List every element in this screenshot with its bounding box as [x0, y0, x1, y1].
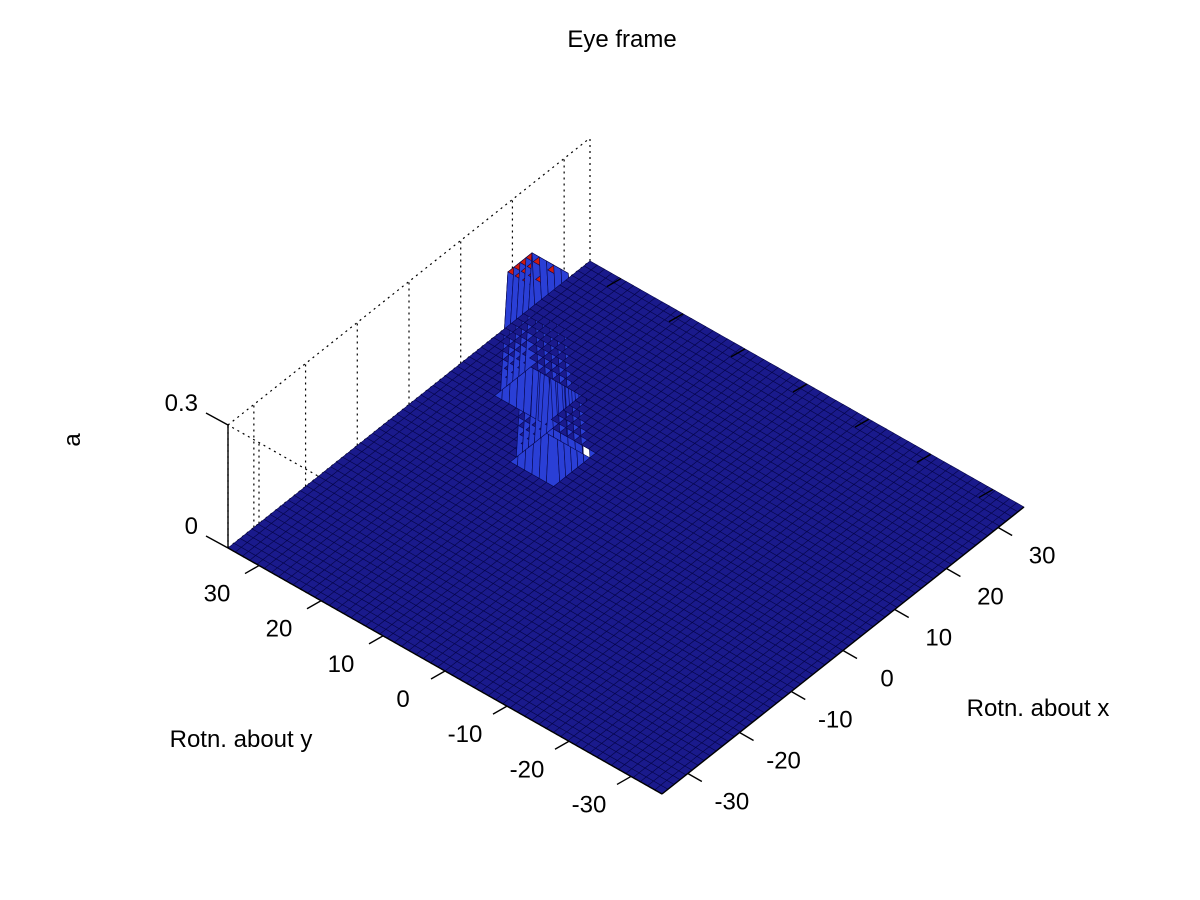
y-tick-mark [368, 635, 384, 645]
y-tick-mark [430, 670, 446, 680]
y-tick-mark [978, 488, 994, 499]
y-tick-label: 20 [266, 616, 293, 643]
z-tick-label: 0.3 [165, 390, 198, 417]
x-tick-mark [894, 608, 910, 619]
y-tick-mark [306, 600, 322, 610]
x-tick-label: 10 [925, 625, 952, 652]
axes [205, 277, 1025, 795]
z-axis-label: a [59, 433, 86, 447]
y-tick-mark [244, 564, 260, 575]
x-tick-label: 20 [977, 584, 1004, 611]
chart-title: Eye frame [567, 26, 676, 53]
z-tick-mark [205, 535, 229, 549]
x-axis-label: Rotn. about x [967, 695, 1110, 722]
y-tick-mark [606, 277, 622, 288]
z-tick-label: 0 [185, 513, 198, 540]
y-tick-mark [554, 740, 570, 750]
x-tick-mark [687, 772, 703, 783]
y-tick-mark [730, 348, 746, 358]
y-tick-mark [916, 453, 932, 463]
grid-line [227, 424, 663, 672]
x-tick-label: 30 [1029, 543, 1056, 570]
x-tick-mark [739, 731, 754, 742]
surface-mesh [227, 252, 1025, 795]
y-tick-mark [492, 705, 508, 715]
y-tick-mark [854, 418, 870, 428]
x-tick-mark [946, 567, 961, 578]
y-axis-label: Rotn. about y [170, 726, 313, 753]
x-tick-mark [842, 649, 858, 660]
y-tick-mark [668, 313, 684, 323]
y-tick-label: -20 [510, 756, 545, 783]
y-tick-label: 0 [396, 686, 409, 713]
y-tick-label: 30 [204, 581, 231, 608]
x-tick-mark [997, 526, 1013, 537]
y-tick-label: -10 [448, 721, 483, 748]
grid-line [227, 137, 591, 426]
x-tick-mark [790, 690, 806, 701]
y-tick-label: 10 [328, 651, 355, 678]
z-tick-mark [205, 412, 229, 426]
x-tick-label: -10 [818, 707, 853, 734]
tick-labels: -30 -20 -10 0 10 20 30 -30 -20 -10 0 10 20 30 0 0.3 [165, 390, 1056, 818]
x-tick-label: -20 [766, 748, 801, 775]
x-tick-label: 0 [880, 666, 893, 693]
y-tick-label: -30 [572, 791, 607, 818]
y-tick-mark [792, 383, 808, 393]
y-tick-mark [616, 775, 632, 786]
x-tick-label: -30 [715, 789, 750, 816]
